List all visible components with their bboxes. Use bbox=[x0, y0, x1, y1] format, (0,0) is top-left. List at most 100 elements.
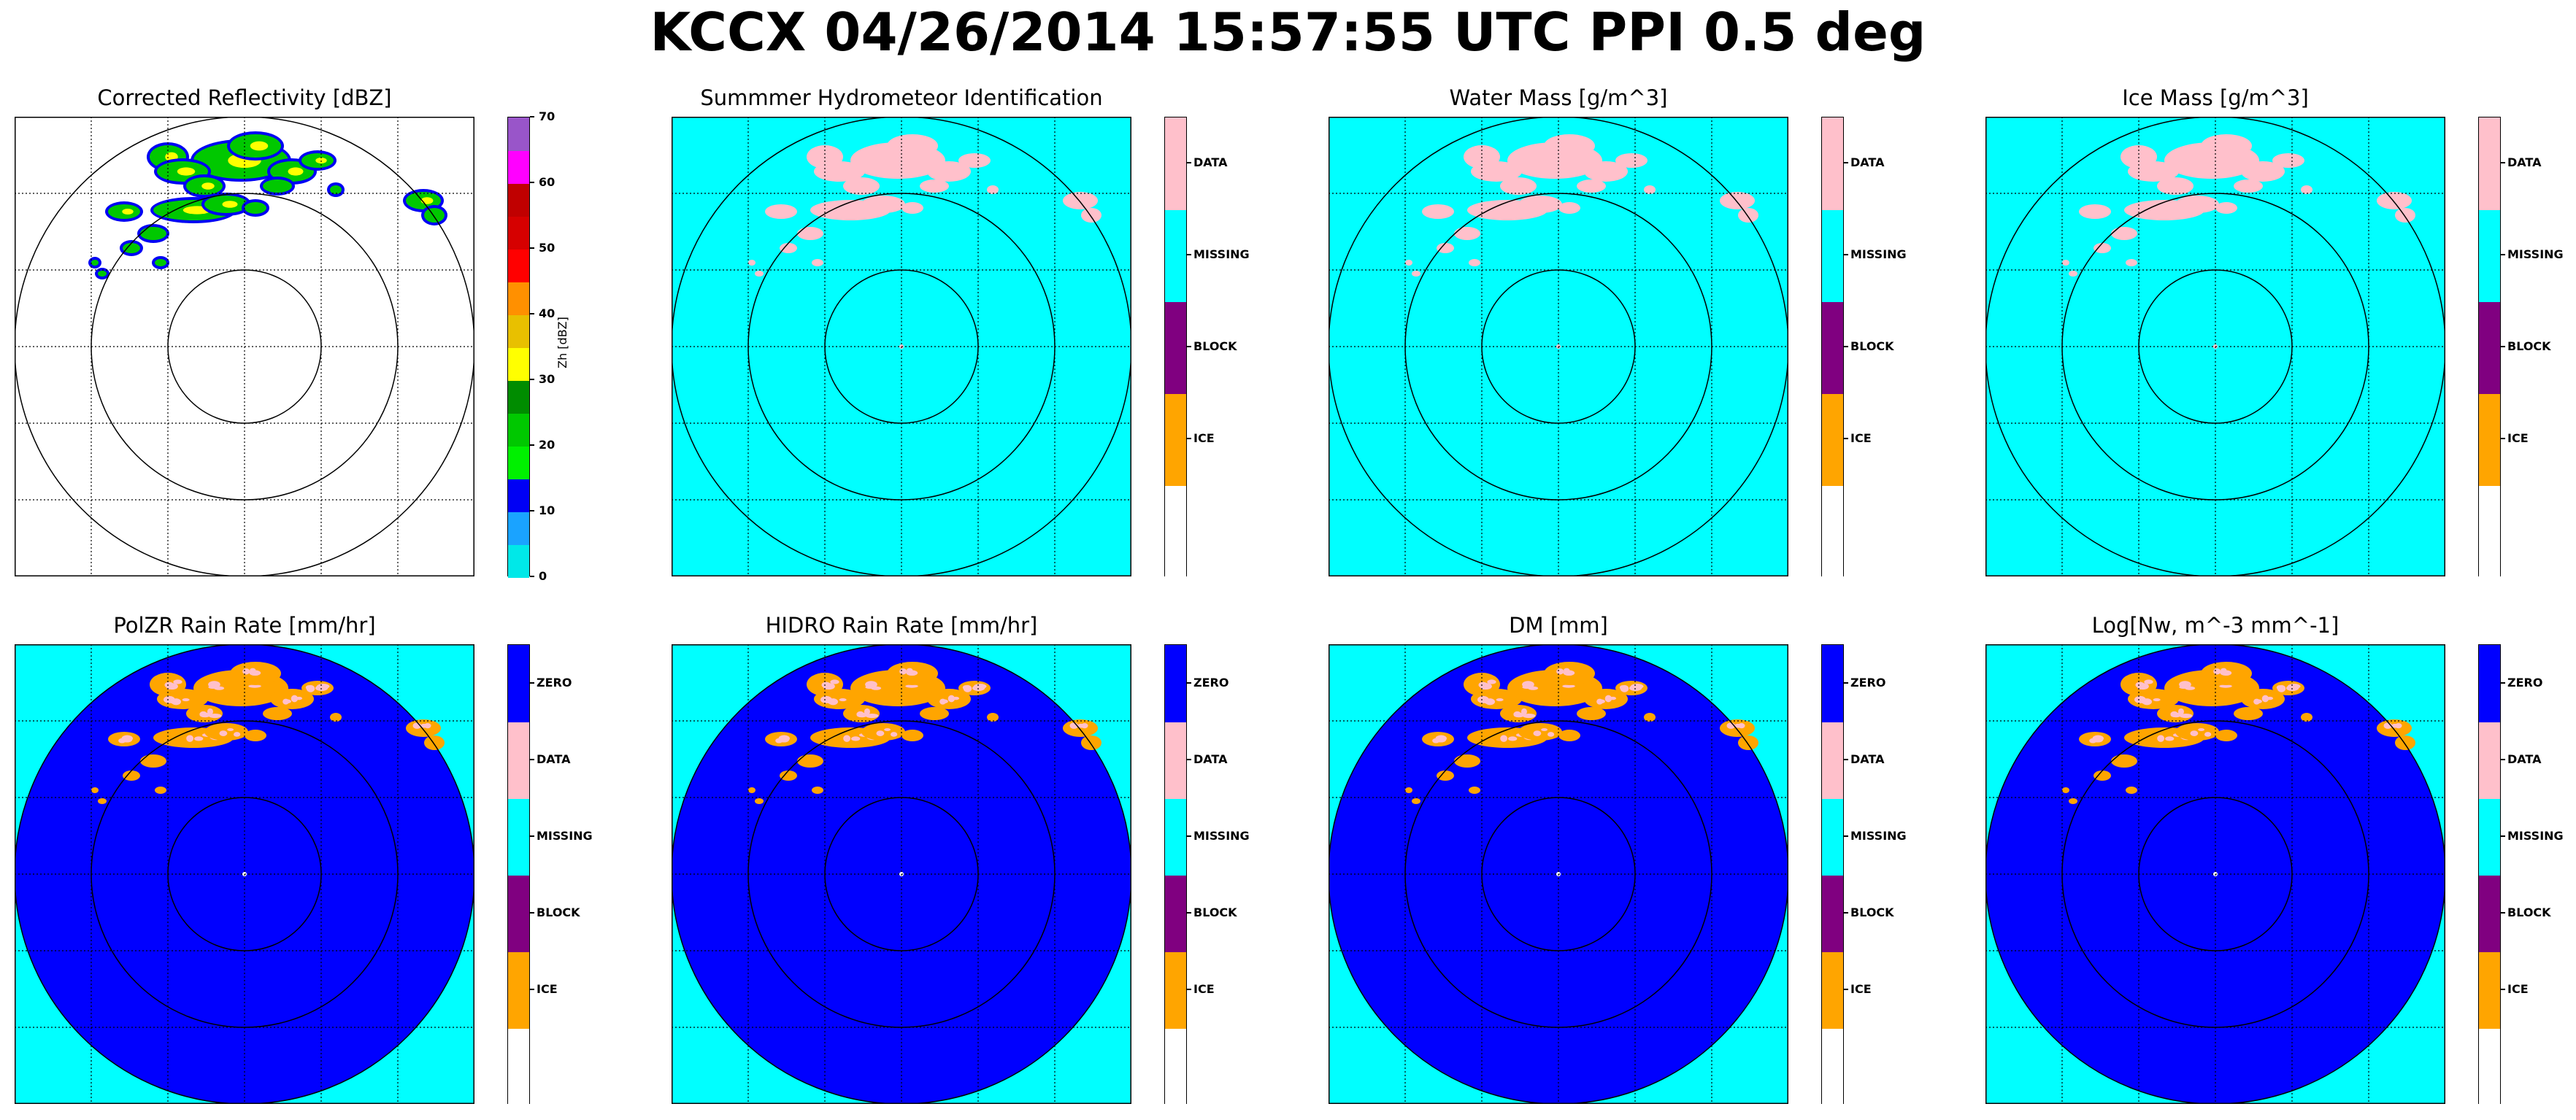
echo-cell bbox=[1500, 177, 1537, 195]
echo-cell bbox=[2111, 227, 2137, 240]
colorbar-tick-label: 40 bbox=[539, 306, 555, 320]
echo-speckle bbox=[2179, 681, 2191, 689]
echo-cell bbox=[2175, 196, 2219, 213]
echo-speckle bbox=[839, 698, 847, 702]
echo-speckle bbox=[2267, 696, 2274, 700]
echo-cell bbox=[1469, 259, 1480, 266]
colorbar bbox=[1821, 644, 1844, 1105]
colorbar-segment bbox=[1165, 301, 1186, 394]
colorbar-category-label: ZERO bbox=[2507, 675, 2543, 690]
panel-frame bbox=[1329, 117, 1788, 576]
echo-cell bbox=[812, 259, 823, 266]
panel-title: Corrected Reflectivity [dBZ] bbox=[97, 85, 392, 110]
radar-ppi-panel bbox=[15, 117, 474, 576]
colorbar-category-label: MISSING bbox=[2507, 828, 2564, 843]
echo-speckle bbox=[242, 668, 250, 675]
echo-cell bbox=[748, 260, 756, 266]
echo-speckle bbox=[865, 714, 879, 719]
colorbar-segment bbox=[2479, 951, 2500, 1029]
echo-cell bbox=[1738, 735, 1758, 750]
echo-cell bbox=[91, 787, 99, 793]
echo-cell bbox=[887, 134, 938, 158]
colorbar-segment bbox=[1165, 722, 1186, 799]
colorbar bbox=[507, 117, 530, 578]
colorbar-tick bbox=[2501, 346, 2505, 347]
colorbar-tick bbox=[530, 510, 534, 511]
panel-title: PolZR Rain Rate [mm/hr] bbox=[113, 613, 376, 638]
echo-cell bbox=[901, 730, 923, 741]
echo-speckle bbox=[2153, 698, 2161, 702]
echo-speckle bbox=[186, 735, 194, 742]
colorbar-category-label: BLOCK bbox=[537, 905, 580, 919]
echo-cell bbox=[1644, 713, 1656, 722]
echo-speckle bbox=[214, 686, 225, 690]
echo-cell bbox=[2128, 161, 2179, 182]
echo-core bbox=[250, 141, 269, 151]
colorbar-segment bbox=[508, 798, 529, 876]
colorbar-tick bbox=[530, 911, 534, 914]
echo-layer bbox=[748, 662, 1101, 804]
echo-speckle bbox=[1513, 711, 1521, 717]
colorbar-tick bbox=[530, 758, 534, 760]
echo-speckle bbox=[940, 699, 948, 704]
colorbar-segment bbox=[1822, 951, 1843, 1029]
echo-speckle bbox=[182, 698, 190, 702]
colorbar-tick-label: 30 bbox=[539, 372, 555, 386]
colorbar-category-label: DATA bbox=[1850, 752, 1885, 766]
echo-cell bbox=[812, 787, 823, 794]
panel-title: Summmer Hydrometeor Identification bbox=[700, 85, 1103, 110]
colorbar-segment bbox=[1165, 485, 1186, 578]
echo-cell bbox=[1558, 730, 1580, 741]
echo-cell bbox=[2069, 798, 2077, 804]
echo-speckle bbox=[1077, 723, 1085, 727]
echo-cell bbox=[987, 185, 999, 194]
echo-speckle bbox=[1734, 723, 1742, 727]
colorbar-category-label: MISSING bbox=[1193, 828, 1250, 843]
echo-speckle bbox=[173, 679, 182, 684]
echo-speckle bbox=[1500, 735, 1508, 742]
panel-title: Log[Nw, m^-3 mm^-1] bbox=[2091, 613, 2339, 638]
colorbar-tick bbox=[530, 247, 534, 249]
echo-speckle bbox=[843, 735, 851, 742]
echo-speckle bbox=[2254, 699, 2262, 704]
colorbar-category-label: BLOCK bbox=[1850, 905, 1894, 919]
echo-speckle bbox=[2185, 686, 2196, 690]
colorbar bbox=[507, 644, 530, 1105]
echo-cell bbox=[263, 179, 292, 193]
colorbar-segment bbox=[1165, 645, 1186, 722]
colorbar-segment bbox=[1165, 117, 1186, 210]
colorbar-tick-label: 10 bbox=[539, 503, 555, 517]
echo-speckle bbox=[316, 683, 330, 690]
echo-cell bbox=[140, 754, 166, 768]
colorbar-segment bbox=[2479, 798, 2500, 876]
echo-speckle bbox=[1522, 714, 1536, 719]
panel-frame bbox=[1985, 117, 2445, 576]
echo-layer bbox=[748, 134, 1101, 277]
echo-cell bbox=[330, 713, 342, 722]
colorbar-tick bbox=[1844, 346, 1848, 347]
colorbar-category-label: ZERO bbox=[537, 675, 572, 690]
panel-title: Water Mass [g/m^3] bbox=[1449, 85, 1668, 110]
echo-layer bbox=[2062, 662, 2415, 804]
echo-cell bbox=[901, 202, 923, 214]
colorbar-segment bbox=[1165, 209, 1186, 302]
colorbar-segment bbox=[508, 117, 529, 151]
echo-speckle bbox=[962, 685, 969, 690]
echo-speckle bbox=[2198, 727, 2205, 732]
echo-layer bbox=[1405, 134, 1758, 277]
echo-cell bbox=[920, 707, 949, 720]
echo-speckle bbox=[1547, 732, 1555, 737]
echo-speckle bbox=[2165, 736, 2175, 741]
colorbar-segment bbox=[508, 511, 529, 545]
echo-speckle bbox=[1556, 668, 1564, 675]
panel-title: Ice Mass [g/m^3] bbox=[2122, 85, 2309, 110]
colorbar-segment bbox=[508, 722, 529, 799]
echo-speckle bbox=[2391, 723, 2399, 727]
panel-frame bbox=[672, 117, 1131, 576]
echo-layer bbox=[91, 662, 445, 804]
echo-speckle bbox=[2137, 683, 2149, 690]
echo-cell bbox=[2215, 202, 2237, 214]
echo-cell bbox=[843, 177, 880, 195]
colorbar-tick bbox=[1187, 346, 1191, 347]
colorbar-segment bbox=[1822, 645, 1843, 722]
